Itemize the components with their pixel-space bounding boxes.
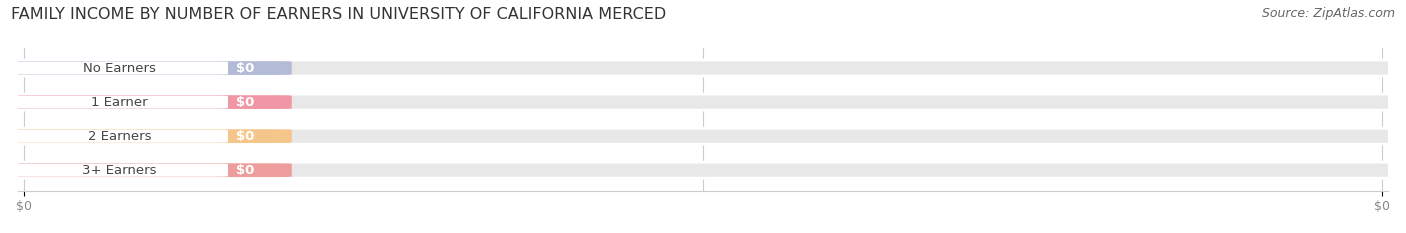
Text: $0: $0 — [236, 130, 254, 143]
Text: 3+ Earners: 3+ Earners — [82, 164, 156, 177]
FancyBboxPatch shape — [6, 164, 228, 177]
FancyBboxPatch shape — [6, 96, 228, 109]
Text: FAMILY INCOME BY NUMBER OF EARNERS IN UNIVERSITY OF CALIFORNIA MERCED: FAMILY INCOME BY NUMBER OF EARNERS IN UN… — [11, 7, 666, 22]
FancyBboxPatch shape — [6, 62, 228, 75]
FancyBboxPatch shape — [4, 162, 1402, 178]
Text: $0: $0 — [236, 164, 254, 177]
FancyBboxPatch shape — [8, 95, 292, 109]
Text: 1 Earner: 1 Earner — [91, 96, 148, 109]
FancyBboxPatch shape — [8, 163, 292, 177]
Text: Source: ZipAtlas.com: Source: ZipAtlas.com — [1261, 7, 1395, 20]
Text: 2 Earners: 2 Earners — [87, 130, 152, 143]
Text: $0: $0 — [236, 96, 254, 109]
FancyBboxPatch shape — [8, 61, 292, 75]
Text: $0: $0 — [236, 62, 254, 75]
FancyBboxPatch shape — [4, 94, 1402, 110]
FancyBboxPatch shape — [6, 130, 228, 143]
FancyBboxPatch shape — [8, 129, 292, 143]
FancyBboxPatch shape — [4, 128, 1402, 144]
Text: No Earners: No Earners — [83, 62, 156, 75]
FancyBboxPatch shape — [4, 60, 1402, 76]
